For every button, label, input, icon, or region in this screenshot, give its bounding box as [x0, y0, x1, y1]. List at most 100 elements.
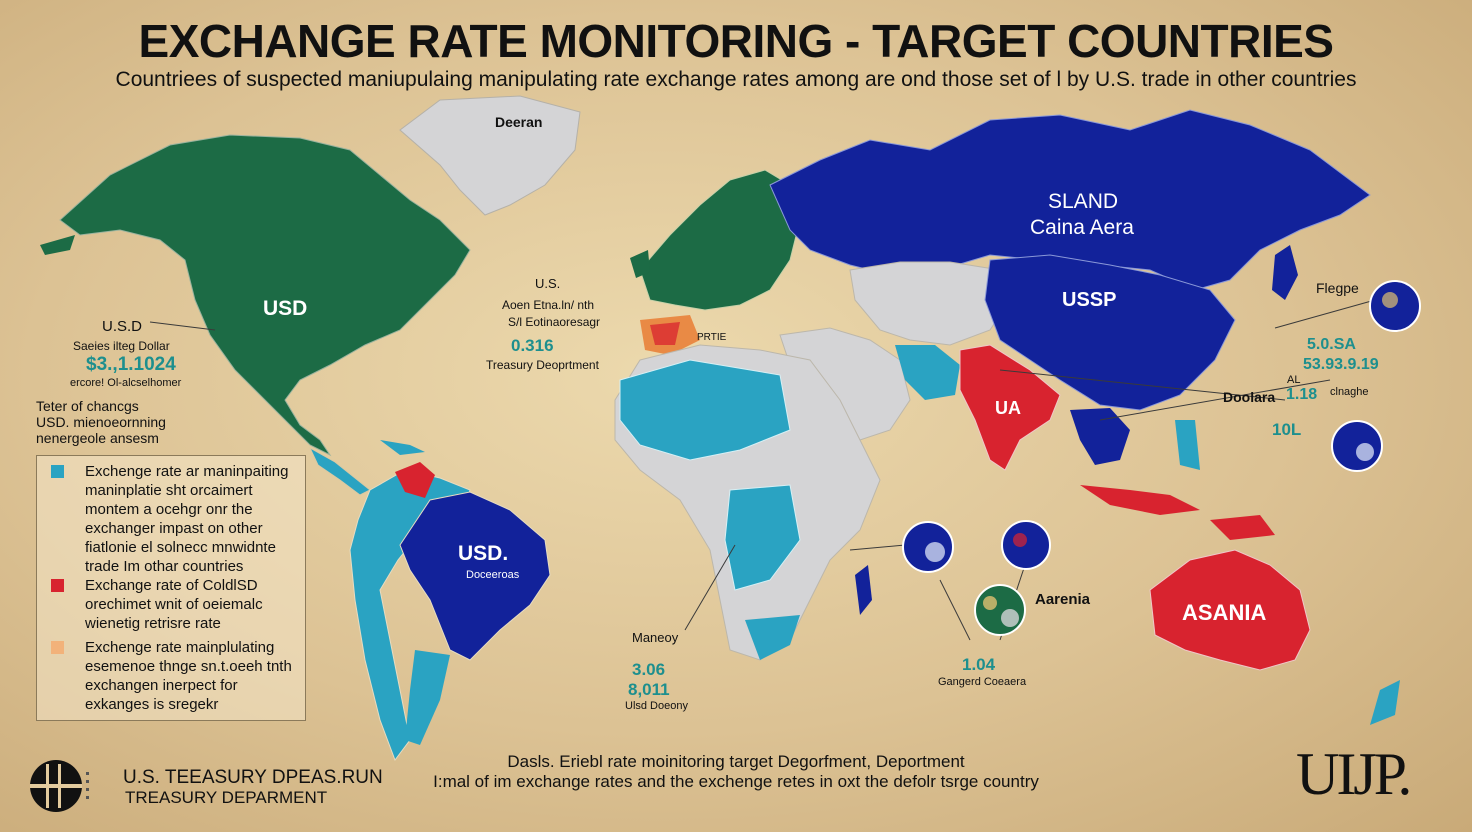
india-label: UA — [995, 398, 1021, 418]
legend-line: esemenoe thnge sn.t.oeeh tnth — [85, 658, 292, 675]
west-value: $3.,1.1024 — [86, 354, 176, 375]
china-label: USSP — [1062, 289, 1117, 311]
indian-caption: Gangerd Coeaera — [938, 676, 1027, 688]
europe-marker-label: PRTIE — [697, 332, 727, 343]
callout-line-indian-b — [939, 579, 971, 641]
legend-line: wienetig retrisre rate — [85, 615, 221, 632]
legend-item: Exchange rate of ColdlSD orechimet wnit … — [51, 576, 263, 632]
atlantic-line-2: S/l Eotinaoresagr — [508, 315, 601, 329]
callout-line-pacific-b — [1099, 379, 1331, 421]
africa-value-1: 3.06 — [632, 660, 666, 679]
footer-line-1: Dasls. Eriebl rate moinitoring target De… — [507, 752, 965, 771]
japan-islands — [1272, 245, 1298, 300]
atlantic-caption: Treasury Deoprtment — [486, 358, 599, 372]
callout-line-usd — [149, 321, 216, 331]
west-note-2: USD. mienoeornning — [36, 414, 166, 430]
atlantic-value: 0.316 — [511, 336, 554, 355]
southeast-asia-region — [1070, 408, 1130, 465]
agency-name-line-2: TREASURY DEPARMENT — [125, 788, 328, 807]
pacific-value-2: 53.93.9.19 — [1303, 356, 1379, 373]
legend-line: maninplatie sht orcaimert — [85, 482, 253, 499]
madagascar-region — [855, 565, 872, 615]
pacific-value-3: 10L — [1272, 420, 1302, 439]
africa-label: Maneoy — [632, 630, 679, 645]
pacific-change: clnaghe — [1330, 386, 1369, 398]
footer-line-2: I:mal of im exchange rates and the exche… — [433, 772, 1039, 791]
alaska-islands — [40, 235, 75, 255]
north-america-currency-label: USD — [263, 297, 308, 320]
legend-line: exchangen inerpect for — [85, 677, 238, 694]
russia-label-1: SLAND — [1048, 190, 1119, 213]
greenland-region — [399, 95, 581, 216]
legend-swatch — [51, 465, 64, 478]
caribbean-islands — [380, 440, 425, 455]
iberia-red-region — [650, 322, 680, 345]
pacific-mid-value: 1.18 — [1286, 386, 1318, 403]
legend-line: trade Im othar countries — [85, 558, 244, 575]
legend-line: Exchange rate of ColdlSD — [85, 577, 258, 594]
africa-value-2: 8,011 — [628, 680, 670, 699]
venezuela-red-region — [395, 462, 435, 498]
legend-swatch — [51, 641, 64, 654]
inset-globe-indian-3 — [974, 584, 1026, 636]
south-africa-teal-region — [745, 615, 800, 660]
callout-line-indian-a — [849, 544, 906, 551]
china-region — [984, 254, 1236, 411]
central-america-region — [308, 446, 371, 496]
brand-mark: UIJP. — [1296, 741, 1412, 807]
south-america-teal-region — [349, 469, 471, 762]
brazil-sub-label: Doceeroas — [466, 569, 520, 581]
iran-teal-region — [895, 345, 960, 400]
legend-line: exkanges is sregekr — [85, 696, 219, 713]
legend-item: Exchenge rate ar maninpaiting maninplati… — [51, 462, 288, 575]
new-zealand-region — [1370, 680, 1400, 725]
callout-line-pacific-c — [999, 369, 1286, 401]
argentina-region — [405, 650, 450, 745]
russia-label-2: Caina Aera — [1030, 216, 1134, 239]
legend-line: montem a ocehgr onr the — [85, 501, 253, 518]
callout-line-pacific-a — [1274, 299, 1376, 329]
philippines-islands — [1175, 420, 1200, 470]
west-note-1: Teter of chancgs — [36, 398, 139, 414]
europe-green-region — [639, 169, 801, 311]
pacific-value-1: 5.0.SA — [1307, 336, 1356, 353]
west-series-label: Saeies ilteg Dollar — [73, 339, 170, 353]
southeast-asia-label: Aarenia — [1035, 591, 1091, 608]
australia-label: ASANIA — [1182, 600, 1267, 625]
indian-value: 1.04 — [962, 655, 996, 674]
central-africa-teal-region — [724, 484, 801, 591]
uk-region — [630, 250, 650, 278]
brazil-currency-label: USD. — [458, 542, 509, 565]
west-note-3: nenergeole ansesm — [36, 430, 159, 446]
callout-line-africa — [684, 544, 736, 631]
north-america-region — [59, 134, 471, 457]
greenland-label: Deeran — [495, 114, 543, 130]
page-subtitle: Countriees of suspected maniupulaing man… — [115, 68, 1357, 91]
agency-name-line-1: U.S. TEEASURY DPEAS.RUN — [123, 767, 383, 788]
legend-line: fiatlonie el solnecc mnwidnte — [85, 539, 276, 556]
pacific-doolara: Doolara — [1223, 389, 1276, 405]
north-africa-teal-region — [619, 359, 791, 461]
treasury-logo — [28, 758, 92, 819]
atlantic-us-label: U.S. — [535, 276, 561, 291]
west-caption: ercore! Ol-alcselhomer — [70, 377, 182, 389]
legend-line: orechimet wnit of oeiemalc — [85, 596, 263, 613]
treasury-seal-icon — [30, 760, 89, 812]
inset-globe-indian-2 — [1001, 520, 1051, 570]
legend-line: Exchenge rate mainplulating — [85, 639, 275, 656]
legend: Exchenge rate ar maninpaiting maninplati… — [36, 455, 306, 721]
africa-caption: Ulsd Doeony — [625, 700, 688, 712]
page-title: EXCHANGE RATE MONITORING - TARGET COUNTR… — [138, 15, 1334, 67]
legend-item: Exchenge rate mainplulating esemenoe thn… — [51, 638, 292, 713]
india-region — [959, 344, 1061, 471]
legend-line: exchanger impast on other — [85, 520, 263, 537]
inset-globe-pacific-2 — [1331, 420, 1383, 472]
legend-swatch — [51, 579, 64, 592]
indonesia-red-region — [1080, 485, 1200, 515]
pacific-title: Flegpe — [1316, 280, 1359, 296]
australia-region — [1149, 549, 1311, 671]
central-asia-gray-region — [849, 261, 1011, 346]
legend-line: Exchenge rate ar maninpaiting — [85, 463, 289, 480]
pacific-al: AL — [1287, 374, 1301, 386]
